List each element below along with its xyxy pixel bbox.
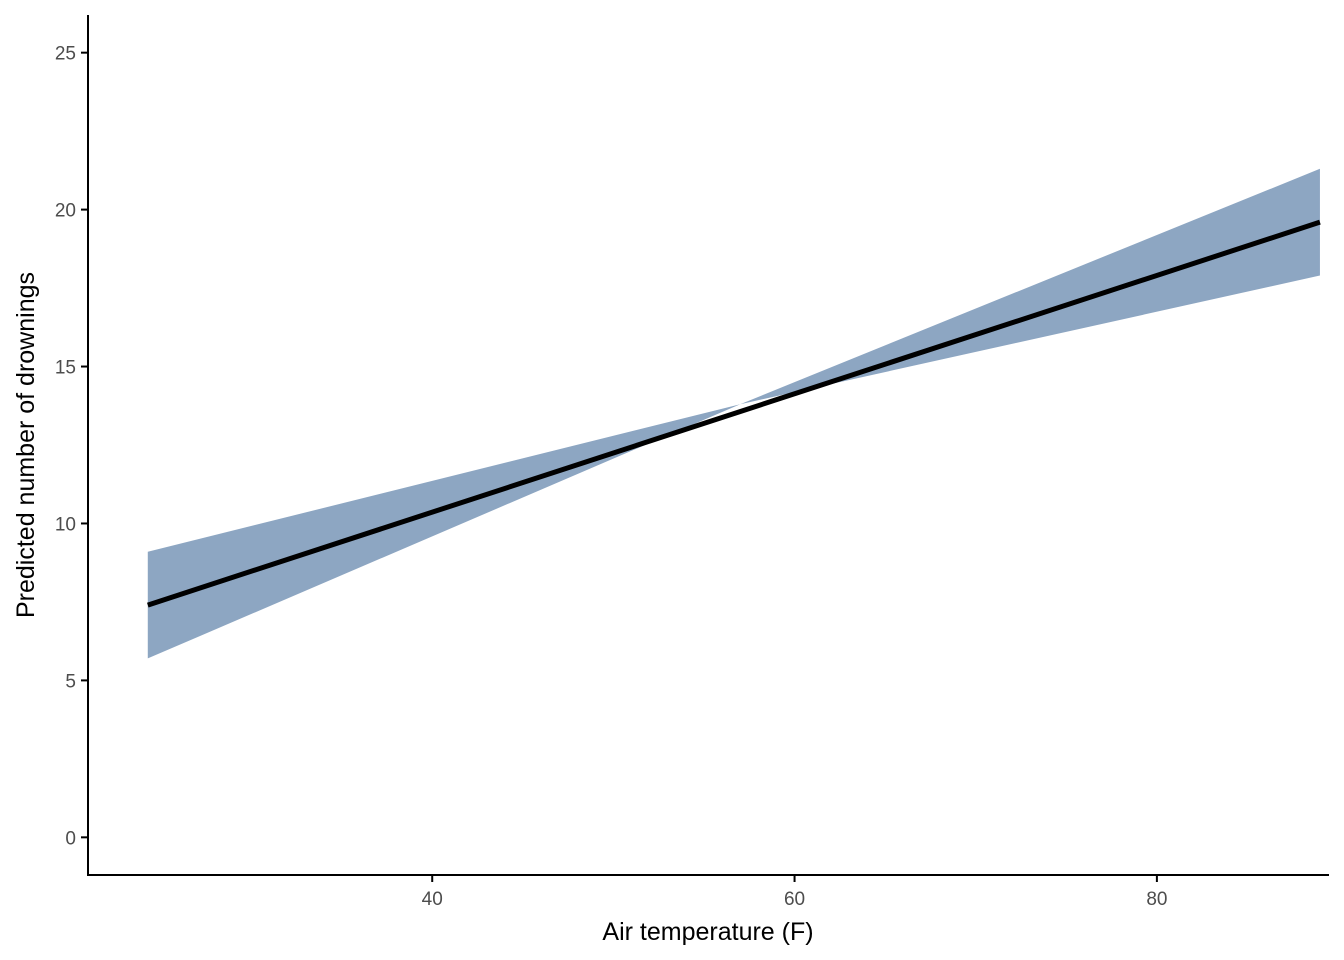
y-tick-label: 20	[55, 201, 76, 222]
y-tick-label: 10	[55, 514, 76, 535]
trend-line	[147, 219, 1321, 608]
y-tick-label: 25	[55, 44, 76, 65]
confidence-band-layer	[147, 168, 1320, 659]
y-axis-title: Predicted number of drownings	[12, 272, 40, 618]
y-tick-label: 0	[65, 828, 76, 849]
confidence-band	[147, 168, 1320, 659]
x-tick-label: 40	[422, 889, 443, 910]
x-tick-label: 80	[1146, 889, 1167, 910]
y-tick-label: 15	[55, 358, 76, 379]
ticks: 0 5 10 15 20 25 40 60 80	[55, 44, 1168, 910]
x-tick-label: 60	[784, 889, 805, 910]
axes	[87, 15, 1329, 876]
trend-line-layer	[147, 219, 1321, 608]
y-tick-label: 5	[65, 671, 76, 692]
x-axis-title: Air temperature (F)	[602, 918, 813, 946]
